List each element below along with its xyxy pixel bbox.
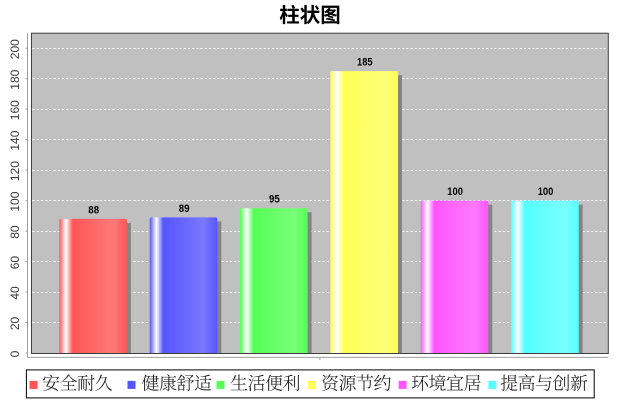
svg-text:200: 200 (8, 39, 22, 59)
svg-text:100: 100 (8, 191, 22, 211)
svg-text:180: 180 (8, 69, 22, 89)
svg-text:89: 89 (179, 203, 190, 215)
svg-text:100: 100 (447, 186, 463, 198)
svg-text:60: 60 (8, 256, 22, 270)
svg-text:88: 88 (88, 204, 99, 216)
svg-text:40: 40 (8, 286, 22, 300)
svg-text:185: 185 (357, 57, 373, 69)
svg-text:95: 95 (269, 194, 280, 206)
svg-text:160: 160 (8, 100, 22, 120)
svg-text:120: 120 (8, 161, 22, 181)
svg-text:80: 80 (8, 225, 22, 239)
svg-text:100: 100 (538, 186, 554, 198)
svg-text:0: 0 (8, 350, 22, 357)
svg-text:140: 140 (8, 130, 22, 150)
svg-text:20: 20 (8, 317, 22, 331)
